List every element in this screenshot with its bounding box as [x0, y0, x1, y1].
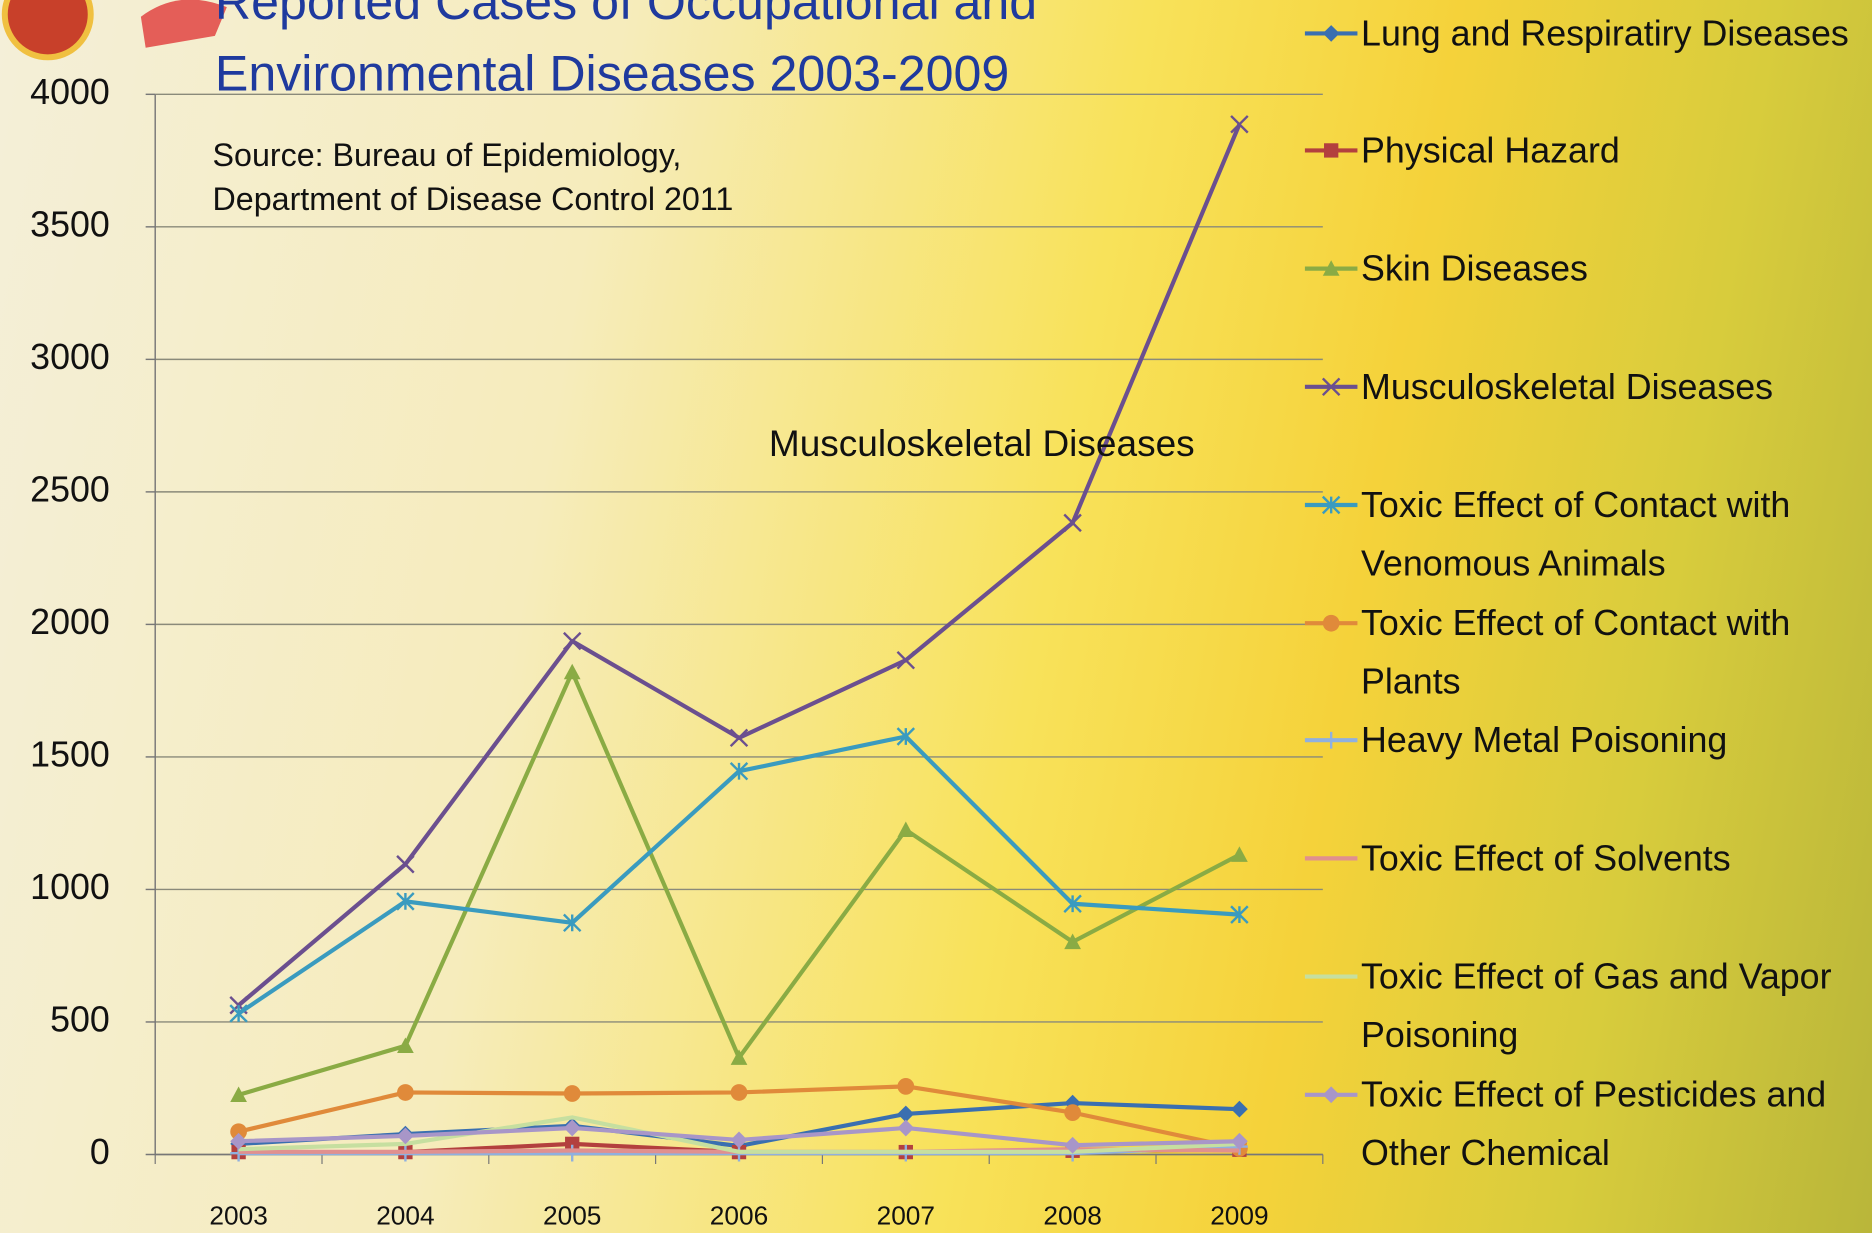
marker	[729, 762, 749, 781]
marker	[896, 727, 916, 746]
legend-marker	[1321, 377, 1341, 397]
legend-marker	[1322, 614, 1340, 632]
x-tick-label: 2007	[877, 1201, 935, 1231]
marker	[563, 631, 582, 651]
x-tick-label: 2008	[1043, 1201, 1101, 1231]
logo	[140, 0, 227, 48]
y-tick-label: 1500	[30, 734, 110, 774]
marker	[1230, 905, 1249, 924]
marker	[1230, 115, 1249, 134]
marker	[897, 821, 915, 837]
subtitle-line: Source: Bureau of Epidemiology,	[212, 137, 682, 174]
marker	[565, 1136, 580, 1152]
legend-entry: Toxic Effect of Contact with Plants	[1361, 604, 1791, 703]
annotation: Musculoskeletal Diseases	[768, 422, 1195, 465]
y-tick-label: 3000	[30, 337, 110, 377]
marker	[397, 1037, 414, 1053]
marker	[397, 1084, 414, 1101]
legend-entry: Heavy Metal Poisoning	[1361, 721, 1728, 761]
legend-marker	[1322, 1086, 1340, 1104]
marker	[1231, 846, 1248, 862]
x-tick-label: 2004	[376, 1201, 434, 1231]
legend-marker	[1322, 260, 1340, 276]
title-line: Environmental Diseases 2003-2009	[214, 45, 1010, 102]
marker	[563, 1085, 581, 1102]
legend-marker	[1324, 143, 1339, 158]
series-line	[237, 123, 1242, 1007]
y-tick-label: 2500	[30, 469, 110, 509]
marker	[563, 663, 581, 680]
legend-entry: Lung and Respiratiry Diseases	[1361, 14, 1849, 54]
legend-marker	[1321, 495, 1341, 515]
legend-entry: Musculoskeletal Diseases	[1361, 367, 1774, 408]
marker	[1064, 1104, 1081, 1121]
marker	[230, 1123, 247, 1141]
title-line: Reported Cases of Occupational and	[214, 0, 1038, 30]
y-tick-label: 0	[90, 1132, 110, 1172]
marker	[563, 1144, 581, 1162]
subtitle: Source: Bureau of Epidemiology, Departmen…	[213, 134, 734, 222]
marker	[897, 1119, 915, 1137]
legend-entry: Toxic Effect of Contact with Venomous An…	[1361, 485, 1791, 584]
legend-marker	[1322, 25, 1340, 42]
legend-entry: Toxic Effect of Pesticides and Other Che…	[1361, 1075, 1827, 1174]
marker	[730, 1084, 748, 1101]
y-tick-label: 500	[50, 999, 110, 1039]
subtitle-line: Department of Disease Control 2011	[212, 181, 734, 218]
marker	[729, 728, 749, 748]
marker	[396, 855, 415, 874]
marker	[730, 1049, 748, 1065]
marker	[563, 1119, 581, 1137]
title: Reported Cases of Occupational and Enviro…	[215, 0, 1037, 110]
legend-entry: Physical Hazard	[1361, 131, 1620, 171]
marker	[230, 1086, 247, 1103]
marker	[229, 1004, 248, 1023]
legend-entry: Toxic Effect of Gas and Vapor Poisoning	[1361, 957, 1832, 1056]
marker	[1064, 933, 1081, 950]
legend-marker	[1322, 731, 1340, 749]
marker	[896, 650, 916, 670]
marker	[897, 1078, 915, 1095]
marker	[730, 1131, 748, 1149]
marker	[397, 1127, 414, 1145]
y-tick-label: 3500	[30, 204, 110, 244]
y-tick-label: 2000	[30, 602, 110, 642]
x-tick-label: 2006	[710, 1201, 768, 1231]
x-tick-label: 2005	[543, 1201, 601, 1231]
legend-entry: Toxic Effect of Solvents	[1361, 839, 1731, 879]
x-tick-label: 2003	[209, 1201, 267, 1231]
y-tick-label: 4000	[30, 72, 110, 112]
legend-entry: Skin Diseases	[1361, 249, 1588, 289]
marker	[563, 913, 582, 933]
marker	[1063, 513, 1082, 533]
x-tick-label: 2009	[1210, 1201, 1268, 1231]
marker	[1231, 1100, 1248, 1118]
marker	[396, 892, 415, 911]
logo	[1, 0, 94, 61]
marker	[1063, 894, 1082, 913]
y-tick-label: 1000	[30, 867, 110, 907]
